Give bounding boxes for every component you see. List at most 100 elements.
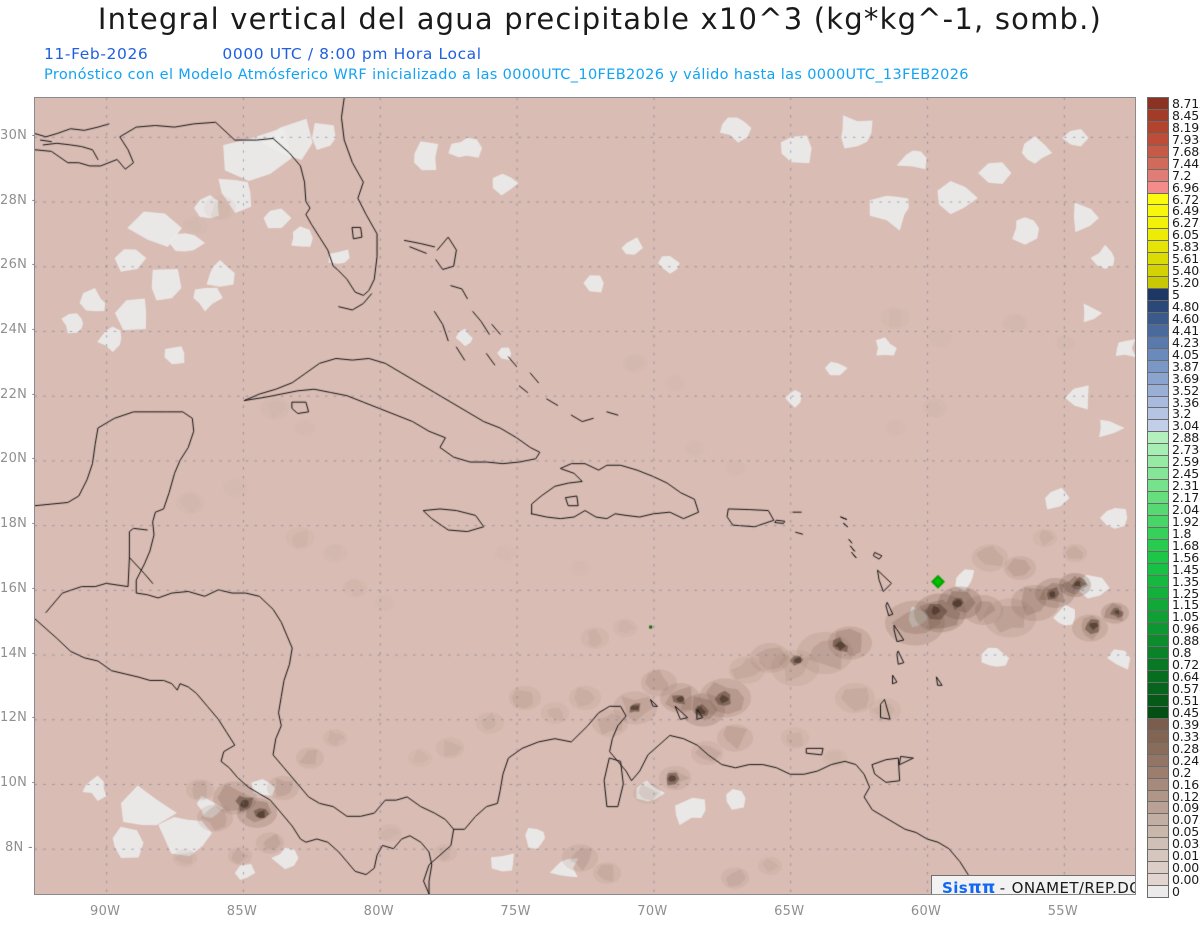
- colorbar-tick-label: 1.568: [1172, 549, 1200, 565]
- colorbar-tick-label: 1.352: [1172, 573, 1200, 589]
- colorbar-tick-label: 0.032: [1172, 836, 1200, 852]
- colorbar-tick-label: 2.312: [1172, 478, 1200, 494]
- colorbar-tick-label: 5.408: [1172, 263, 1200, 279]
- colorbar-tick-label: 8.192: [1172, 119, 1200, 135]
- colorbar-tick-label: 8.712: [1172, 96, 1200, 111]
- sistt-logo: Sisππ: [942, 878, 996, 895]
- attribution-org: ONAMET/REP.DOM.: [1011, 879, 1135, 895]
- colorbar-tick-label: 1.458: [1172, 561, 1200, 577]
- lat-tick-8N: 8N -: [4, 839, 33, 855]
- colorbar-tick-label: 0.45: [1172, 704, 1200, 720]
- colorbar-tick-label: 0.8: [1172, 645, 1192, 661]
- colorbar-tick-label: 3.698: [1172, 370, 1200, 386]
- colorbar-tick-label: 0.882: [1172, 633, 1200, 649]
- colorbar-tick-label: 6.728: [1172, 191, 1200, 207]
- colorbar-tick-label: 0.128: [1172, 788, 1200, 804]
- colorbar-tick-label: 6.05: [1172, 227, 1200, 243]
- colorbar-labels: 8.7128.458.1927.9387.6887.4427.26.9626.7…: [1172, 97, 1200, 897]
- colorbar-tick-label: 3.2: [1172, 406, 1192, 422]
- colorbar-tick-label: 7.2: [1172, 167, 1192, 183]
- colorbar-tick-label: 0.072: [1172, 812, 1200, 828]
- colorbar-tick-label: 4.608: [1172, 310, 1200, 326]
- colorbar-tick-label: 3.872: [1172, 358, 1200, 374]
- map-plot-area[interactable]: Sisππ - ONAMET/REP.DOM.: [34, 97, 1136, 895]
- colorbar-tick-label: 0.648: [1172, 669, 1200, 685]
- lat-tick-30N: 30N -: [0, 127, 37, 143]
- page-title: Integral vertical del agua precipitable …: [97, 2, 1103, 36]
- colorbar-tick-label: 0: [1172, 884, 1180, 900]
- lat-tick-14N: 14N -: [0, 645, 37, 661]
- colorbar-tick-label: 1.682: [1172, 537, 1200, 553]
- lon-tick-70W: 70W: [637, 904, 668, 919]
- colorbar-tick-label: 0.288: [1172, 740, 1200, 756]
- colorbar-tick-label: 0.2: [1172, 764, 1192, 780]
- forecast-time: 0000 UTC / 8:00 pm Hora Local: [222, 45, 482, 63]
- colorbar-tick-label: 3.362: [1172, 394, 1200, 410]
- colorbar-tick-label: 0.578: [1172, 681, 1200, 697]
- lat-tick-12N: 12N -: [0, 710, 37, 726]
- lon-tick-90W: 90W: [89, 904, 121, 919]
- colorbar-tick-label: 0.002: [1172, 872, 1200, 888]
- lon-tick-65W: 65W: [774, 904, 805, 919]
- subtitle-row: 11-Feb-2026 0000 UTC / 8:00 pm Hora Local: [44, 45, 482, 63]
- colorbar-tick-label: 7.938: [1172, 131, 1200, 147]
- colorbar-tick-label: 1.8: [1172, 525, 1192, 541]
- colorbar-tick-label: 2.178: [1172, 490, 1200, 506]
- colorbar-tick-label: 4.05: [1172, 346, 1200, 362]
- attribution-separator: -: [999, 879, 1006, 895]
- lon-tick-60W: 60W: [910, 904, 942, 919]
- colorbar-tick-label: 8.45: [1172, 107, 1200, 123]
- colorbar-tick-label: 3.042: [1172, 418, 1200, 434]
- lat-tick-26N: 26N -: [0, 257, 37, 273]
- colorbar-tick-label: 2.048: [1172, 501, 1200, 517]
- lat-tick-16N: 16N -: [0, 580, 37, 596]
- colorbar-tick-label: 1.058: [1172, 609, 1200, 625]
- lat-tick-20N: 20N -: [0, 451, 37, 467]
- precipitable-water-colorbar[interactable]: [1147, 97, 1169, 898]
- colorbar-tick-label: 5: [1172, 287, 1180, 303]
- colorbar-swatch: [1147, 885, 1169, 898]
- colorbar-tick-label: 3.528: [1172, 382, 1200, 398]
- lat-tick-10N: 10N -: [0, 774, 37, 790]
- colorbar-tick-label: 0.392: [1172, 716, 1200, 732]
- lon-tick-55W: 55W: [1047, 904, 1078, 919]
- colorbar-tick-label: 5.618: [1172, 251, 1200, 267]
- colorbar-tick-label: 6.498: [1172, 203, 1200, 219]
- colorbar-tick-label: 0.008: [1172, 860, 1200, 876]
- colorbar-tick-label: 0.05: [1172, 824, 1200, 840]
- latitude-axis: 30N - 28N - 26N - 24N - 22N - 20N - 18N - 16N -…: [0, 0, 37, 927]
- lat-tick-24N: 24N -: [0, 321, 37, 337]
- colorbar-tick-label: 6.272: [1172, 215, 1200, 231]
- lon-tick-80W: 80W: [363, 904, 394, 919]
- map-canvas: [35, 98, 1135, 894]
- colorbar-tick-label: 1.25: [1172, 585, 1200, 601]
- lat-tick-28N: 28N -: [0, 192, 37, 208]
- colorbar-tick-label: 4.232: [1172, 334, 1200, 350]
- colorbar-tick-label: 1.922: [1172, 513, 1200, 529]
- lon-tick-75W: 75W: [500, 904, 531, 919]
- lon-tick-85W: 85W: [226, 904, 258, 919]
- colorbar-tick-label: 0.968: [1172, 621, 1200, 637]
- colorbar-tick-label: 2.738: [1172, 442, 1200, 458]
- colorbar-tick-label: 0.722: [1172, 657, 1200, 673]
- colorbar-tick-label: 5.202: [1172, 275, 1200, 291]
- colorbar-tick-label: 4.802: [1172, 298, 1200, 314]
- lat-tick-18N: 18N -: [0, 516, 37, 532]
- colorbar-tick-label: 0.242: [1172, 752, 1200, 768]
- colorbar-tick-label: 0.162: [1172, 776, 1200, 792]
- colorbar-tick-label: 0.098: [1172, 800, 1200, 816]
- forecast-description: Pronóstico con el Modelo Atmósferico WRF…: [44, 67, 969, 83]
- attribution-badge: Sisππ - ONAMET/REP.DOM.: [931, 875, 1135, 895]
- colorbar-tick-label: 0.512: [1172, 693, 1200, 708]
- lat-tick-22N: 22N -: [0, 386, 37, 402]
- colorbar-tick-label: 7.688: [1172, 143, 1200, 159]
- forecast-date: 11-Feb-2026: [44, 45, 149, 63]
- colorbar-tick-label: 1.152: [1172, 597, 1200, 613]
- colorbar-tick-label: 0.338: [1172, 728, 1200, 744]
- colorbar-tick-label: 4.418: [1172, 322, 1200, 338]
- colorbar-tick-label: 2.888: [1172, 430, 1200, 446]
- colorbar-tick-label: 2.592: [1172, 454, 1200, 470]
- colorbar-tick-label: 0.018: [1172, 848, 1200, 864]
- colorbar-tick-label: 5.832: [1172, 239, 1200, 255]
